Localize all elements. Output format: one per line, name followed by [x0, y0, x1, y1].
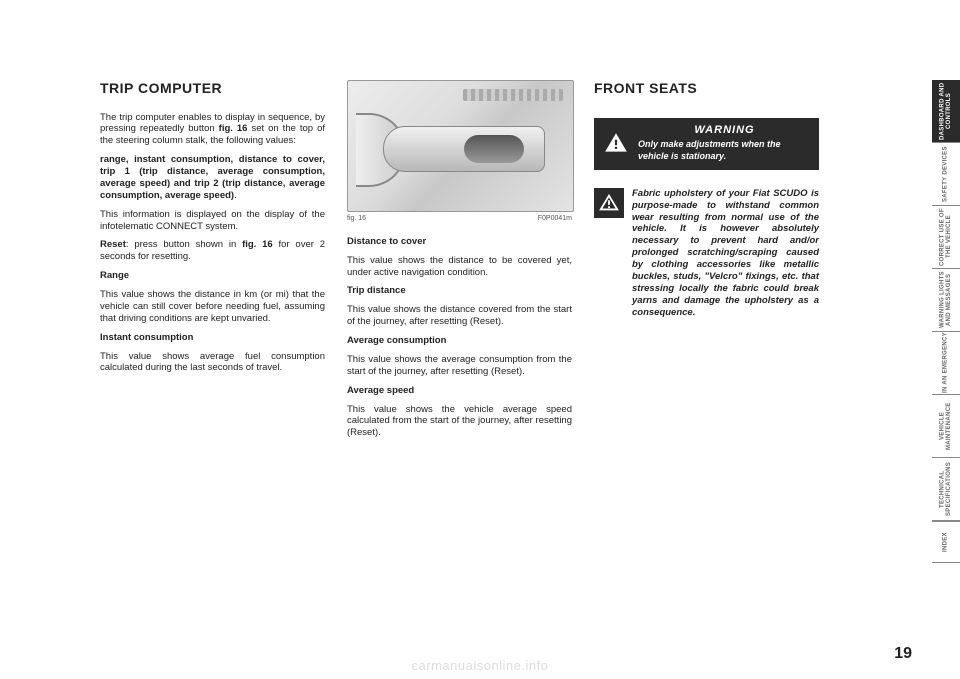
text-bold: range, instant consumption, distance to … [100, 154, 325, 201]
warning-box: WARNING Only make adjustments when the v… [594, 118, 819, 170]
figure-label: fig. 16 [347, 215, 366, 224]
trip-values-list: range, instant consumption, distance to … [100, 154, 325, 202]
avg-consumption-heading: Average consumption [347, 335, 572, 347]
tab-emergency[interactable]: IN AN EMERGENCY [932, 332, 960, 395]
reset-paragraph: Reset: press button shown in fig. 16 for… [100, 239, 325, 263]
avg-speed-paragraph: This value shows the vehicle average spe… [347, 404, 572, 440]
instant-consumption-paragraph: This value shows average fuel consumptio… [100, 351, 325, 375]
trip-computer-heading: TRIP COMPUTER [100, 80, 325, 98]
text-bold: Reset [100, 239, 126, 250]
column-2: fig. 16 F0P0041m Distance to cover This … [347, 80, 572, 446]
text: : press button shown in [126, 239, 242, 250]
range-heading: Range [100, 270, 325, 282]
tab-dashboard-controls[interactable]: DASHBOARD AND CONTROLS [932, 80, 960, 143]
tab-index[interactable]: INDEX [932, 521, 960, 563]
tab-safety-devices[interactable]: SAFETY DEVICES [932, 143, 960, 206]
avg-speed-heading: Average speed [347, 385, 572, 397]
advisory-text: Fabric upholstery of your Fiat SCUDO is … [632, 188, 819, 319]
stalk-shape [383, 126, 545, 172]
watermark-text: carmanualsonline.info [412, 658, 549, 673]
instant-consumption-heading: Instant consumption [100, 332, 325, 344]
text: . [234, 190, 237, 201]
column-1: TRIP COMPUTER The trip computer enables … [100, 80, 325, 446]
tab-maintenance[interactable]: VEHICLE MAINTENANCE [932, 395, 960, 458]
trip-distance-paragraph: This value shows the distance covered fr… [347, 304, 572, 328]
fig-ref: fig. 16 [219, 123, 248, 134]
section-tabs: DASHBOARD AND CONTROLS SAFETY DEVICES CO… [932, 80, 960, 563]
warning-body: Only make adjustments when the vehicle i… [638, 139, 781, 160]
front-seats-heading: FRONT SEATS [594, 80, 819, 98]
range-paragraph: This value shows the distance in km (or … [100, 289, 325, 325]
tab-correct-use[interactable]: CORRECT USE OF THE VEHICLE [932, 206, 960, 269]
warning-title: WARNING [638, 124, 811, 138]
warning-text: WARNING Only make adjustments when the v… [638, 124, 811, 162]
page-number: 19 [894, 645, 912, 663]
info-display-paragraph: This information is displayed on the dis… [100, 209, 325, 233]
tab-warning-lights[interactable]: WARNING LIGHTS AND MESSAGES [932, 269, 960, 332]
column-3: FRONT SEATS WARNING Only make adjustment… [594, 80, 819, 446]
warning-triangle-icon [602, 129, 630, 157]
tab-tech-specs[interactable]: TECHNICAL SPECIFICATIONS [932, 458, 960, 521]
trip-distance-heading: Trip distance [347, 285, 572, 297]
distance-to-cover-heading: Distance to cover [347, 236, 572, 248]
manual-page: TRIP COMPUTER The trip computer enables … [100, 80, 860, 640]
columns: TRIP COMPUTER The trip computer enables … [100, 80, 860, 446]
fig-ref: fig. 16 [242, 239, 273, 250]
upholstery-advisory: Fabric upholstery of your Fiat SCUDO is … [594, 188, 819, 319]
figure-code: F0P0041m [538, 215, 572, 224]
trip-intro-paragraph: The trip computer enables to display in … [100, 112, 325, 148]
figure-caption: fig. 16 F0P0041m [347, 215, 572, 224]
figure-16-image [347, 80, 574, 212]
distance-to-cover-paragraph: This value shows the distance to be cove… [347, 255, 572, 279]
avg-consumption-paragraph: This value shows the average consumption… [347, 354, 572, 378]
caution-triangle-icon [594, 188, 624, 218]
